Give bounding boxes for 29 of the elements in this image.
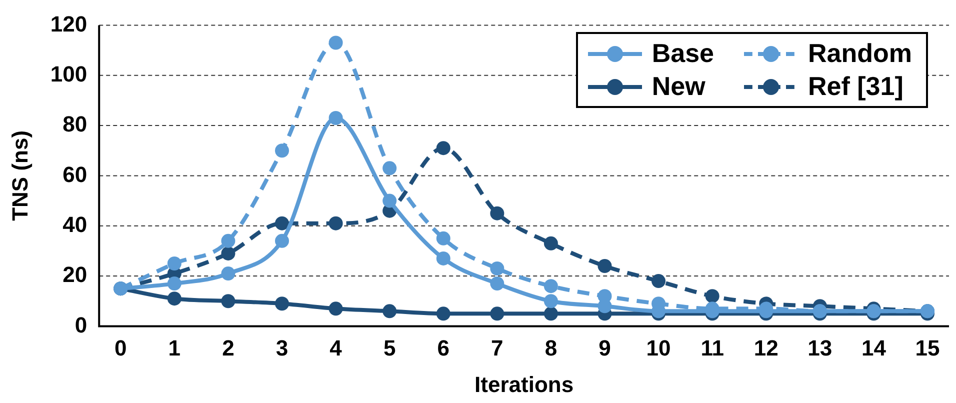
x-tick-label: 9 — [598, 335, 611, 360]
x-tick-label: 8 — [544, 335, 558, 360]
x-tick-label: 11 — [700, 335, 724, 360]
legend-label: Ref [31] — [808, 71, 904, 102]
x-tick-label: 15 — [915, 335, 940, 360]
x-tick-label: 13 — [808, 335, 832, 360]
x-tick-label: 4 — [330, 335, 343, 360]
x-tick-label: 3 — [276, 335, 288, 360]
x-tick-label: 6 — [437, 335, 450, 360]
legend-label: Random — [808, 38, 912, 69]
x-tick-label: 12 — [754, 335, 778, 360]
x-tick-label: 0 — [114, 335, 127, 360]
y-tick-label: 20 — [62, 262, 88, 288]
y-tick-label: 120 — [50, 11, 88, 36]
y-tick-label: 80 — [62, 112, 88, 137]
x-tick-label: 1 — [168, 335, 181, 360]
y-tick-label: 60 — [62, 162, 88, 187]
y-tick-label: 100 — [50, 61, 88, 86]
x-axis-title: Iterations — [474, 372, 574, 397]
y-tick-label: 0 — [74, 312, 88, 338]
y-axis-title: TNS (ns) — [7, 130, 32, 221]
x-tick-label: 5 — [383, 335, 396, 360]
y-tick-label: 40 — [62, 212, 88, 237]
legend-label: New — [652, 71, 706, 102]
x-tick-label: 14 — [861, 335, 887, 360]
x-tick-label: 10 — [646, 335, 671, 360]
x-tick-label: 2 — [222, 335, 234, 360]
x-tick-label: 7 — [491, 335, 504, 360]
legend-label: Base — [652, 38, 714, 69]
